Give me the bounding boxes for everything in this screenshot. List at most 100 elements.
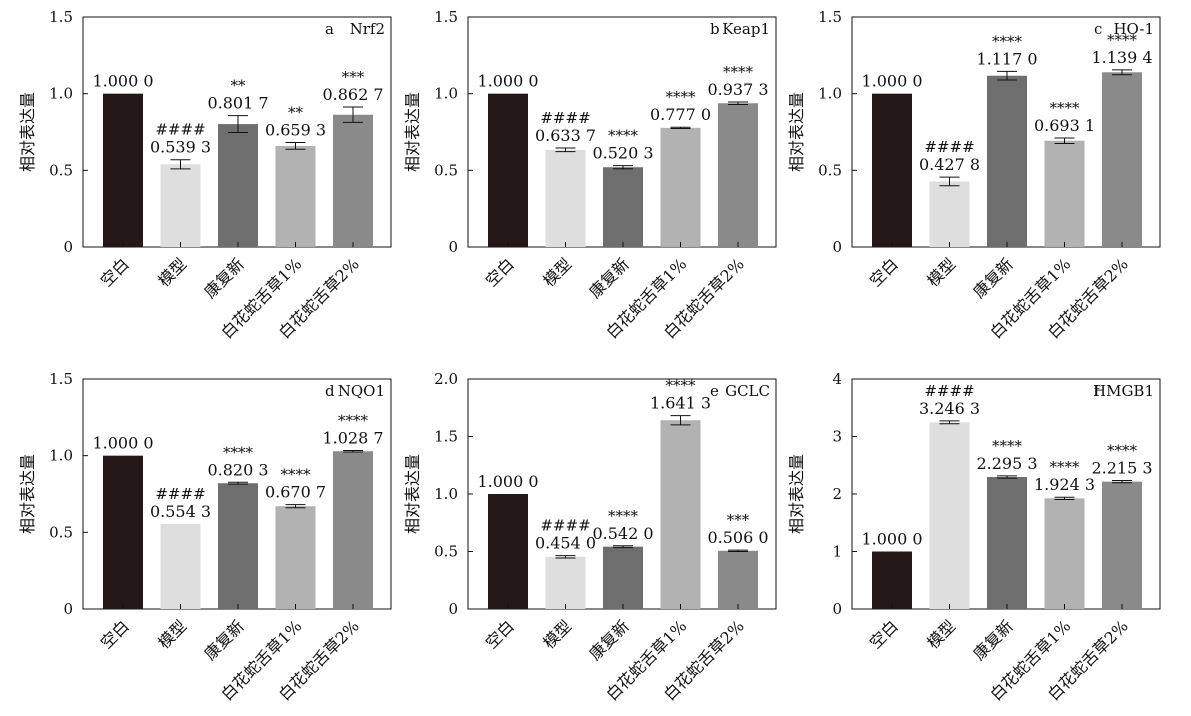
panel-gene-name: HMGB1 bbox=[1093, 382, 1154, 400]
y-tick-label: 1.5 bbox=[49, 8, 73, 26]
y-tick-label: 0 bbox=[832, 238, 842, 256]
category-label: 康复新 bbox=[969, 254, 1016, 301]
value-label: 3.246 3 bbox=[919, 399, 980, 418]
value-label: 0.520 3 bbox=[592, 144, 653, 163]
y-tick-label: 0.5 bbox=[434, 543, 458, 561]
chart-panel-a: 0 0.5 1.0 1.5 相对表达量 a Nrf2 1.000 0 空白 0.539 3####… bbox=[18, 8, 392, 342]
significance-marker: #### bbox=[540, 517, 590, 535]
significance-marker: *** bbox=[342, 68, 365, 86]
y-tick-label: 0 bbox=[63, 238, 73, 256]
panel-gene-name: Keap1 bbox=[722, 20, 770, 38]
significance-marker: **** bbox=[723, 63, 754, 81]
category-label: 空白 bbox=[866, 254, 902, 290]
y-tick-label: 0.5 bbox=[49, 523, 73, 541]
value-label: 0.777 0 bbox=[650, 105, 711, 124]
significance-marker: **** bbox=[992, 32, 1023, 50]
value-label: 0.801 7 bbox=[207, 94, 268, 113]
significance-marker: #### bbox=[540, 109, 590, 127]
category-label: 空白 bbox=[866, 616, 902, 652]
bar-3 bbox=[275, 506, 316, 609]
value-label: 1.000 0 bbox=[92, 72, 153, 91]
value-label: 0.427 8 bbox=[919, 155, 980, 174]
bar-0 bbox=[872, 93, 912, 248]
chart-panel-e: 0 0.5 1.0 1.5 2.0 相对表达量 e GCLC 1.000 0 空白 0.454 0#… bbox=[403, 370, 777, 704]
value-label: 0.820 3 bbox=[207, 460, 268, 479]
bar-0 bbox=[488, 494, 528, 609]
value-label: 1.000 0 bbox=[477, 472, 538, 491]
value-label: 0.454 0 bbox=[535, 534, 596, 553]
y-tick-label: 2 bbox=[832, 485, 842, 503]
category-label: 模型 bbox=[923, 254, 959, 290]
y-tick-label: 1.0 bbox=[49, 85, 73, 103]
bar-3 bbox=[660, 127, 701, 247]
significance-marker: **** bbox=[338, 411, 369, 429]
y-tick-label: 1.0 bbox=[434, 485, 458, 503]
panel-gene-name: Nrf2 bbox=[350, 20, 385, 38]
significance-marker: **** bbox=[223, 443, 254, 461]
y-tick-label: 1.5 bbox=[434, 8, 458, 26]
category-label: 模型 bbox=[923, 616, 959, 652]
significance-marker: ** bbox=[288, 104, 304, 122]
y-tick-label: 0 bbox=[63, 600, 73, 618]
y-axis-label: 相对表达量 bbox=[787, 454, 806, 534]
significance-marker: **** bbox=[992, 437, 1023, 455]
y-tick-label: 1.5 bbox=[818, 8, 842, 26]
bar-1 bbox=[929, 181, 970, 247]
significance-marker: **** bbox=[1107, 441, 1138, 459]
y-tick-label: 0 bbox=[448, 600, 458, 618]
category-label: 空白 bbox=[482, 616, 518, 652]
value-label: 0.554 3 bbox=[150, 502, 211, 521]
category-label: 空白 bbox=[97, 254, 133, 290]
bar-0 bbox=[103, 455, 143, 609]
category-label: 空白 bbox=[97, 616, 133, 652]
value-label: 1.117 0 bbox=[976, 49, 1037, 68]
significance-marker: **** bbox=[1107, 31, 1138, 49]
y-tick-label: 0 bbox=[448, 238, 458, 256]
bar-4 bbox=[1102, 481, 1142, 609]
y-tick-label: 0.5 bbox=[49, 161, 73, 179]
category-label: 康复新 bbox=[969, 616, 1016, 663]
panel-gene-name: NQO1 bbox=[338, 382, 385, 400]
panel-letter: b bbox=[710, 20, 720, 38]
y-tick-label: 1.0 bbox=[818, 85, 842, 103]
y-tick-label: 0.5 bbox=[434, 161, 458, 179]
bar-2 bbox=[218, 124, 258, 247]
y-tick-label: 3 bbox=[832, 428, 842, 446]
chart-panel-d: 0 0.5 1.0 1.5 相对表达量 d NQO1 1.000 0 空白 0.554 3####… bbox=[18, 370, 392, 704]
y-axis-label: 相对表达量 bbox=[403, 454, 422, 534]
value-label: 1.924 3 bbox=[1034, 475, 1095, 494]
panel-letter: c bbox=[1094, 20, 1102, 38]
panel-letter: d bbox=[325, 382, 335, 400]
value-label: 0.633 7 bbox=[535, 126, 596, 145]
value-label: 1.000 0 bbox=[861, 72, 922, 91]
chart-panel-b: 0 0.5 1.0 1.5 相对表达量 b Keap1 1.000 0 空白 0.633 7###… bbox=[403, 8, 777, 342]
bar-4 bbox=[1102, 72, 1142, 248]
value-label: 0.659 3 bbox=[265, 121, 326, 140]
category-label: 康复新 bbox=[200, 254, 247, 301]
y-axis-label: 相对表达量 bbox=[18, 454, 37, 534]
bar-1 bbox=[160, 524, 201, 609]
bar-0 bbox=[488, 93, 528, 248]
value-label: 1.028 7 bbox=[322, 428, 383, 447]
value-label: 0.539 3 bbox=[150, 138, 211, 157]
bar-2 bbox=[987, 75, 1027, 247]
value-label: 2.295 3 bbox=[976, 454, 1037, 473]
y-tick-label: 4 bbox=[832, 370, 842, 388]
value-label: 1.000 0 bbox=[861, 530, 922, 549]
y-tick-label: 2.0 bbox=[434, 370, 458, 388]
value-label: 1.000 0 bbox=[92, 434, 153, 453]
y-tick-label: 1.0 bbox=[49, 447, 73, 465]
bar-4 bbox=[718, 103, 758, 247]
value-label: 0.542 0 bbox=[592, 524, 653, 543]
panel-letter: a bbox=[325, 20, 334, 38]
category-label: 空白 bbox=[482, 254, 518, 290]
value-label: 0.506 0 bbox=[707, 528, 768, 547]
category-label: 模型 bbox=[154, 616, 190, 652]
significance-marker: **** bbox=[1050, 99, 1081, 117]
panel-gene-name: GCLC bbox=[725, 382, 770, 400]
bar-3 bbox=[1044, 498, 1085, 609]
y-tick-label: 0 bbox=[832, 600, 842, 618]
significance-marker: #### bbox=[924, 138, 974, 156]
value-label: 0.862 7 bbox=[322, 85, 383, 104]
